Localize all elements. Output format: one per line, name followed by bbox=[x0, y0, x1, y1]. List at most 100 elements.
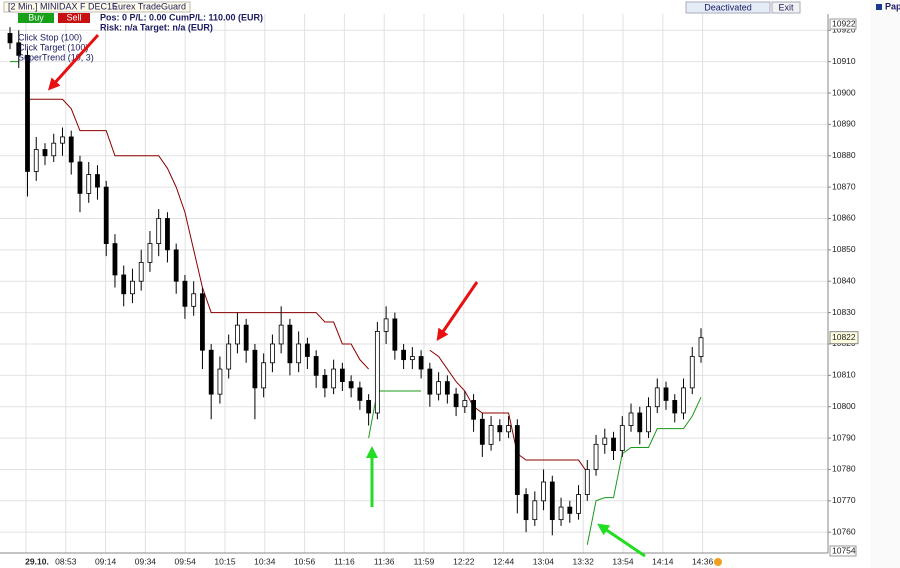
exit-button[interactable] bbox=[771, 1, 801, 14]
candle-body bbox=[427, 368, 433, 395]
buy-label[interactable]: Buy bbox=[28, 12, 44, 22]
x-tick-label: 14:36 bbox=[692, 556, 714, 566]
y-tick-label: 10840 bbox=[832, 275, 856, 285]
candle-body bbox=[593, 443, 599, 470]
title-box bbox=[3, 1, 191, 13]
x-tick-label: 29.10. bbox=[25, 556, 49, 566]
candle-body bbox=[95, 174, 100, 188]
candle-body bbox=[383, 318, 389, 332]
candle-body bbox=[252, 349, 258, 389]
candle-body bbox=[488, 425, 494, 445]
x-tick-label: 10:15 bbox=[214, 556, 236, 566]
sell-button[interactable] bbox=[58, 13, 90, 23]
y-tick-label: 10790 bbox=[832, 432, 856, 442]
exit-label[interactable]: Exit bbox=[778, 2, 794, 12]
x-tick-label: 09:14 bbox=[95, 556, 117, 566]
x-tick-label: 09:54 bbox=[175, 556, 197, 566]
x-tick-label: 11:59 bbox=[414, 556, 435, 566]
candle-body bbox=[374, 331, 380, 414]
candle-body bbox=[392, 318, 398, 351]
status-button[interactable] bbox=[685, 1, 771, 14]
y-limit-box bbox=[829, 18, 857, 30]
candle-body bbox=[235, 324, 240, 345]
x-tick-label: 10:34 bbox=[254, 556, 276, 566]
candle-body bbox=[602, 437, 608, 445]
green-arrow bbox=[597, 523, 646, 558]
candle-body bbox=[567, 506, 573, 514]
account-label: Paper bbox=[885, 1, 900, 11]
legend-entry: Click Target (100) bbox=[18, 42, 88, 52]
status-label[interactable]: Deactivated bbox=[704, 2, 752, 12]
candle-body bbox=[51, 142, 57, 157]
y-tick-label: 10880 bbox=[832, 150, 856, 160]
candle-body bbox=[663, 387, 669, 401]
account-icon bbox=[876, 4, 882, 10]
candle-body bbox=[173, 249, 179, 282]
candle-body bbox=[25, 54, 30, 172]
position-info: Pos: 0 P/L: 0.00 CumP/L: 110.00 (EUR) bbox=[100, 12, 263, 22]
y-tick-label: 10900 bbox=[832, 87, 856, 97]
candle-body bbox=[523, 494, 529, 521]
grid bbox=[0, 14, 828, 553]
candle-body bbox=[514, 425, 520, 495]
y-tick-label: 10810 bbox=[832, 370, 856, 380]
candle-body bbox=[637, 412, 643, 433]
candle-body bbox=[130, 280, 135, 295]
candle-body bbox=[436, 381, 441, 395]
y-tick-label: 10760 bbox=[832, 526, 856, 536]
candle-body bbox=[42, 149, 48, 157]
x-tick-label: 11:16 bbox=[334, 556, 355, 566]
candle-body bbox=[68, 136, 74, 163]
candle-body bbox=[60, 136, 65, 144]
y-tick-label: 10920 bbox=[832, 25, 856, 35]
y-tick-label: 10850 bbox=[832, 244, 856, 254]
candle-body bbox=[138, 262, 144, 282]
candle-body bbox=[506, 425, 511, 433]
y-tick-label: 10890 bbox=[832, 119, 856, 129]
candle-body bbox=[112, 243, 118, 276]
y-limit-label: 10922 bbox=[832, 18, 856, 28]
y-tick-label: 10780 bbox=[832, 464, 856, 474]
y-tick-label: 10770 bbox=[832, 495, 856, 505]
x-tick-label: 12:44 bbox=[493, 556, 515, 566]
buy-button[interactable] bbox=[18, 13, 54, 23]
x-tick-label: 10:56 bbox=[294, 556, 316, 566]
candle-body bbox=[331, 368, 337, 389]
x-tick-label: 08:53 bbox=[55, 556, 77, 566]
candle-body bbox=[628, 412, 634, 426]
supertrend-line bbox=[27, 98, 369, 370]
module-name: Eurex TradeGuard bbox=[112, 1, 186, 11]
sell-label[interactable]: Sell bbox=[66, 12, 81, 22]
candle-body bbox=[444, 381, 450, 395]
y-limit-box bbox=[829, 545, 857, 557]
candle-body bbox=[348, 381, 354, 389]
candle-body bbox=[304, 343, 310, 357]
candle-body bbox=[409, 356, 415, 361]
candle-body bbox=[16, 42, 22, 56]
last-price-label: 10822 bbox=[832, 332, 856, 342]
x-tick-label: 11:36 bbox=[374, 556, 395, 566]
candle-body bbox=[200, 293, 205, 351]
candle-body bbox=[7, 33, 13, 44]
y-tick-label: 10870 bbox=[832, 181, 856, 191]
candle-body bbox=[453, 393, 459, 408]
candle-body bbox=[611, 437, 616, 452]
candle-body bbox=[689, 356, 695, 389]
candle-body bbox=[322, 374, 328, 389]
y-tick-label: 10860 bbox=[832, 213, 856, 223]
x-tick-label: 09:34 bbox=[135, 556, 157, 566]
clock-icon bbox=[714, 558, 722, 566]
candle-body bbox=[646, 406, 651, 433]
supertrend-line bbox=[429, 349, 588, 473]
candle-body bbox=[471, 400, 476, 420]
legend-entry: SuperTrend (10, 3) bbox=[18, 52, 94, 62]
x-tick-label: 14:14 bbox=[652, 556, 674, 566]
candle-body bbox=[261, 362, 267, 389]
candle-body bbox=[401, 349, 407, 361]
candle-body bbox=[217, 368, 223, 395]
candle-body bbox=[208, 349, 214, 395]
red-arrow bbox=[47, 33, 100, 91]
candle-body bbox=[191, 293, 197, 307]
